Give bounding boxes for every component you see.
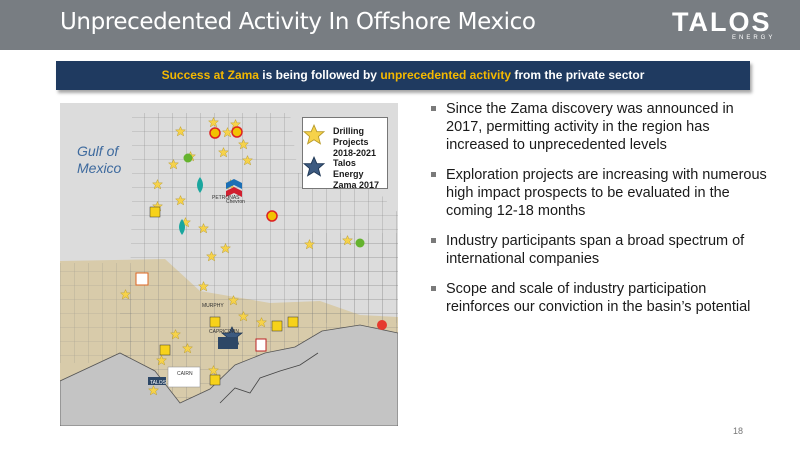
chevron-marker (226, 179, 242, 189)
repsol-marker (135, 272, 149, 286)
legend-drilling-line2: 2018-2021 (333, 148, 377, 158)
talos-star-icon (303, 156, 325, 177)
drilling-star-icon (303, 124, 325, 145)
page-number: 18 (733, 426, 744, 436)
legend-talos-line1: Talos Energy (333, 158, 364, 179)
eni-marker (271, 320, 283, 332)
eni-marker (287, 316, 299, 328)
shell-marker (231, 126, 243, 138)
bullet-text: Industry participants span a broad spect… (446, 233, 745, 267)
coast-detail (219, 352, 319, 404)
legend-drilling: Drilling Projects 2018-2021 (333, 126, 387, 159)
capricorn-label: CAPRICORN (209, 329, 240, 335)
bullet-list: Since the Zama discovery was announced i… (430, 100, 770, 328)
bullet-square-icon (431, 172, 436, 177)
murphy-label: MURPHY (202, 303, 224, 309)
logo-text: TALOS (672, 7, 772, 37)
legend-talos-line2: Zama 2017 (333, 180, 380, 190)
banner-text-end: from the private sector (511, 68, 645, 82)
block-map: Gulf of Mexico Drilling Projects 2018-20… (60, 103, 398, 426)
lease-grid-west (60, 263, 132, 363)
lease-grid-east (290, 233, 398, 323)
eni-marker (209, 316, 221, 328)
talos-label: TALOS (150, 380, 167, 386)
shell-marker (266, 210, 278, 222)
page-title: Unprecedented Activity In Offshore Mexic… (60, 9, 536, 35)
gulf-label-line2: Mexico (77, 160, 122, 176)
eni-marker (209, 374, 221, 386)
talos-chip (148, 377, 166, 385)
bullet-item: Industry participants span a broad spect… (430, 232, 770, 268)
legend-talos: Talos Energy Zama 2017 (333, 158, 387, 191)
talos-block (218, 337, 238, 349)
shell-marker (209, 127, 221, 139)
headline-banner: Success at Zama is being followed by unp… (56, 61, 750, 90)
eni-marker (149, 206, 161, 218)
logo-subtext: ENERGY (732, 35, 776, 41)
bullet-square-icon (431, 238, 436, 243)
petronas-marker (179, 219, 185, 235)
legend-drilling-line1: Drilling Projects (333, 126, 369, 147)
map-graphic (60, 113, 398, 426)
bullet-item: Exploration projects are increasing with… (430, 166, 770, 220)
coastline-land (60, 324, 398, 426)
petronas-label: PETRONAS (212, 195, 240, 201)
banner-highlight-zama: Success at Zama (161, 68, 259, 82)
petronas-marker (197, 177, 203, 193)
total-marker (377, 320, 387, 330)
capricorn-chip (167, 366, 201, 388)
gulf-label: Gulf of Mexico (77, 143, 121, 177)
header-bar: Unprecedented Activity In Offshore Mexic… (0, 0, 800, 50)
map-legend: Drilling Projects 2018-2021 Talos Energy… (302, 117, 388, 191)
bp-marker (355, 238, 365, 248)
banner-highlight-activity: unprecedented activity (380, 68, 512, 82)
bullet-item: Scope and scale of industry participatio… (430, 280, 770, 316)
talos-logo: TALOS ENERGY (672, 7, 788, 45)
chevron-marker (226, 187, 242, 197)
eni-marker (159, 344, 171, 356)
bullet-item: Since the Zama discovery was announced i… (430, 100, 770, 154)
pemex-marker (255, 338, 267, 352)
bullet-text: Exploration projects are increasing with… (446, 167, 767, 219)
banner-text-middle: is being followed by (258, 68, 381, 82)
bullet-square-icon (431, 106, 436, 111)
bullet-text: Scope and scale of industry participatio… (446, 281, 751, 315)
bullet-square-icon (431, 286, 436, 291)
bullet-text: Since the Zama discovery was announced i… (446, 101, 734, 153)
gulf-label-line1: Gulf of (77, 143, 119, 159)
cairn-label: CAIRN (177, 371, 193, 377)
chevron-label: Chevron (226, 199, 245, 205)
bp-marker (183, 153, 193, 163)
